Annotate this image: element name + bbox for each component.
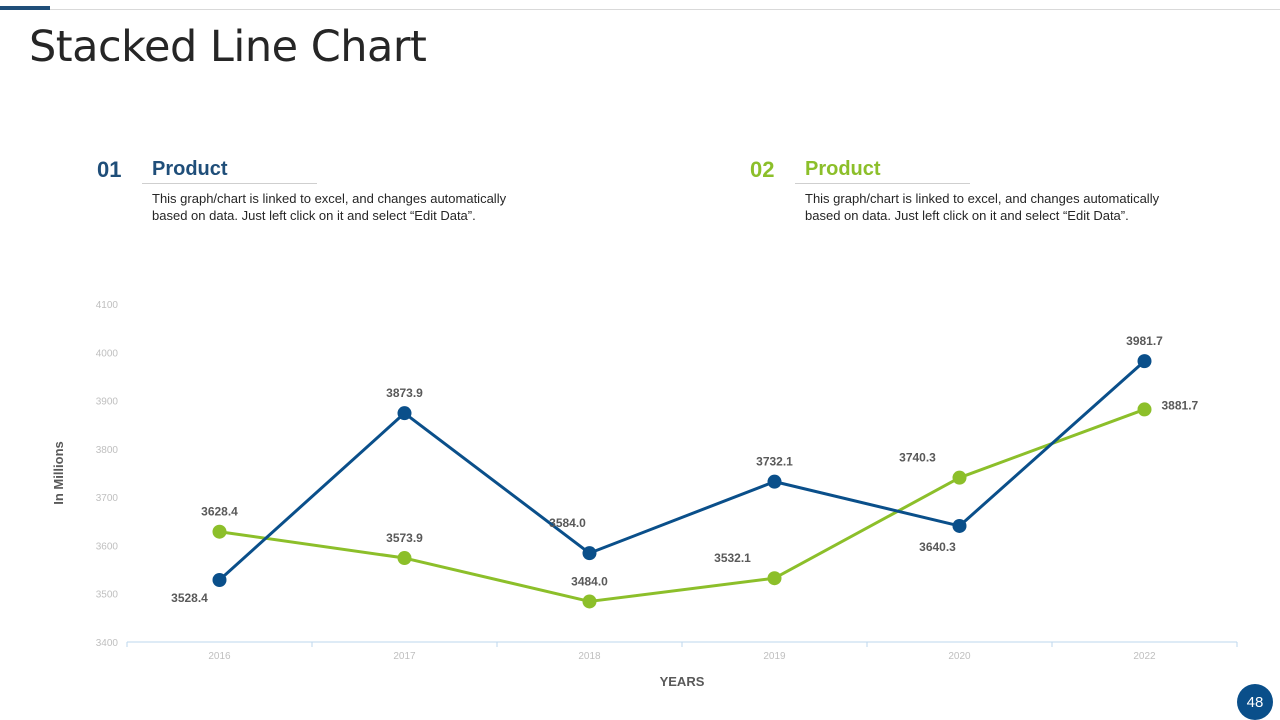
block-2-heading: Product [805,158,881,180]
series-1-point [767,474,782,489]
series-2-point [952,470,967,485]
x-tick-label: 2016 [208,651,231,662]
block-2-number: 02 [750,157,775,182]
series-1-data-label: 3640.3 [919,540,956,554]
series-2-data-label: 3740.3 [899,451,936,465]
series-2-data-label: 3881.7 [1162,398,1199,412]
x-tick-label: 2017 [393,651,416,662]
y-tick-label: 3800 [96,445,119,456]
series-2-data-label: 3484.0 [571,574,608,588]
block-1-number: 01 [97,157,122,182]
y-axis-title: In Millions [51,441,66,505]
top-rule [0,9,1280,10]
series-2-point [582,594,597,609]
series-2-data-label: 3573.9 [386,531,423,545]
series-2-point [1137,402,1152,417]
series-1-point [952,518,967,533]
page-title: Stacked Line Chart [29,22,427,72]
series-2-point [397,551,412,566]
series-2-line [219,408,1146,603]
series-2-point [767,571,782,586]
x-tick-label: 2019 [763,651,786,662]
block-2-underline [795,183,970,184]
series-1-data-label: 3873.9 [386,386,423,400]
series-2-data-label: 3628.4 [201,505,238,519]
series-1-point [1137,354,1152,369]
series-1-data-label: 3584.0 [549,516,586,530]
y-tick-label: 4000 [96,348,119,359]
series-2-data-label: 3532.1 [714,551,751,565]
series-1-point [397,406,412,421]
x-tick-label: 2020 [948,651,971,662]
series-1-point [582,546,597,561]
block-1-text: This graph/chart is linked to excel, and… [152,191,507,223]
series-2-point [212,524,227,539]
block-1-underline [142,183,317,184]
block-1-heading: Product [152,158,228,180]
top-accent-bar [0,6,50,10]
series-1-data-label: 3732.1 [756,455,793,469]
series-1-data-label: 3981.7 [1126,334,1163,348]
y-tick-label: 3700 [96,493,119,504]
series-1-point [212,573,227,588]
y-tick-label: 3400 [96,638,119,649]
x-tick-label: 2022 [1133,651,1156,662]
y-tick-label: 4100 [96,300,119,311]
x-tick-label: 2018 [578,651,601,662]
block-2-text: This graph/chart is linked to excel, and… [805,191,1160,223]
x-axis-title: YEARS [660,674,705,689]
y-tick-label: 3500 [96,590,119,601]
y-tick-label: 3900 [96,397,119,408]
series-1-data-label: 3528.4 [171,591,208,605]
page-number-badge: 48 [1237,684,1273,720]
series-1-line [218,360,1146,582]
y-tick-label: 3600 [96,541,119,552]
